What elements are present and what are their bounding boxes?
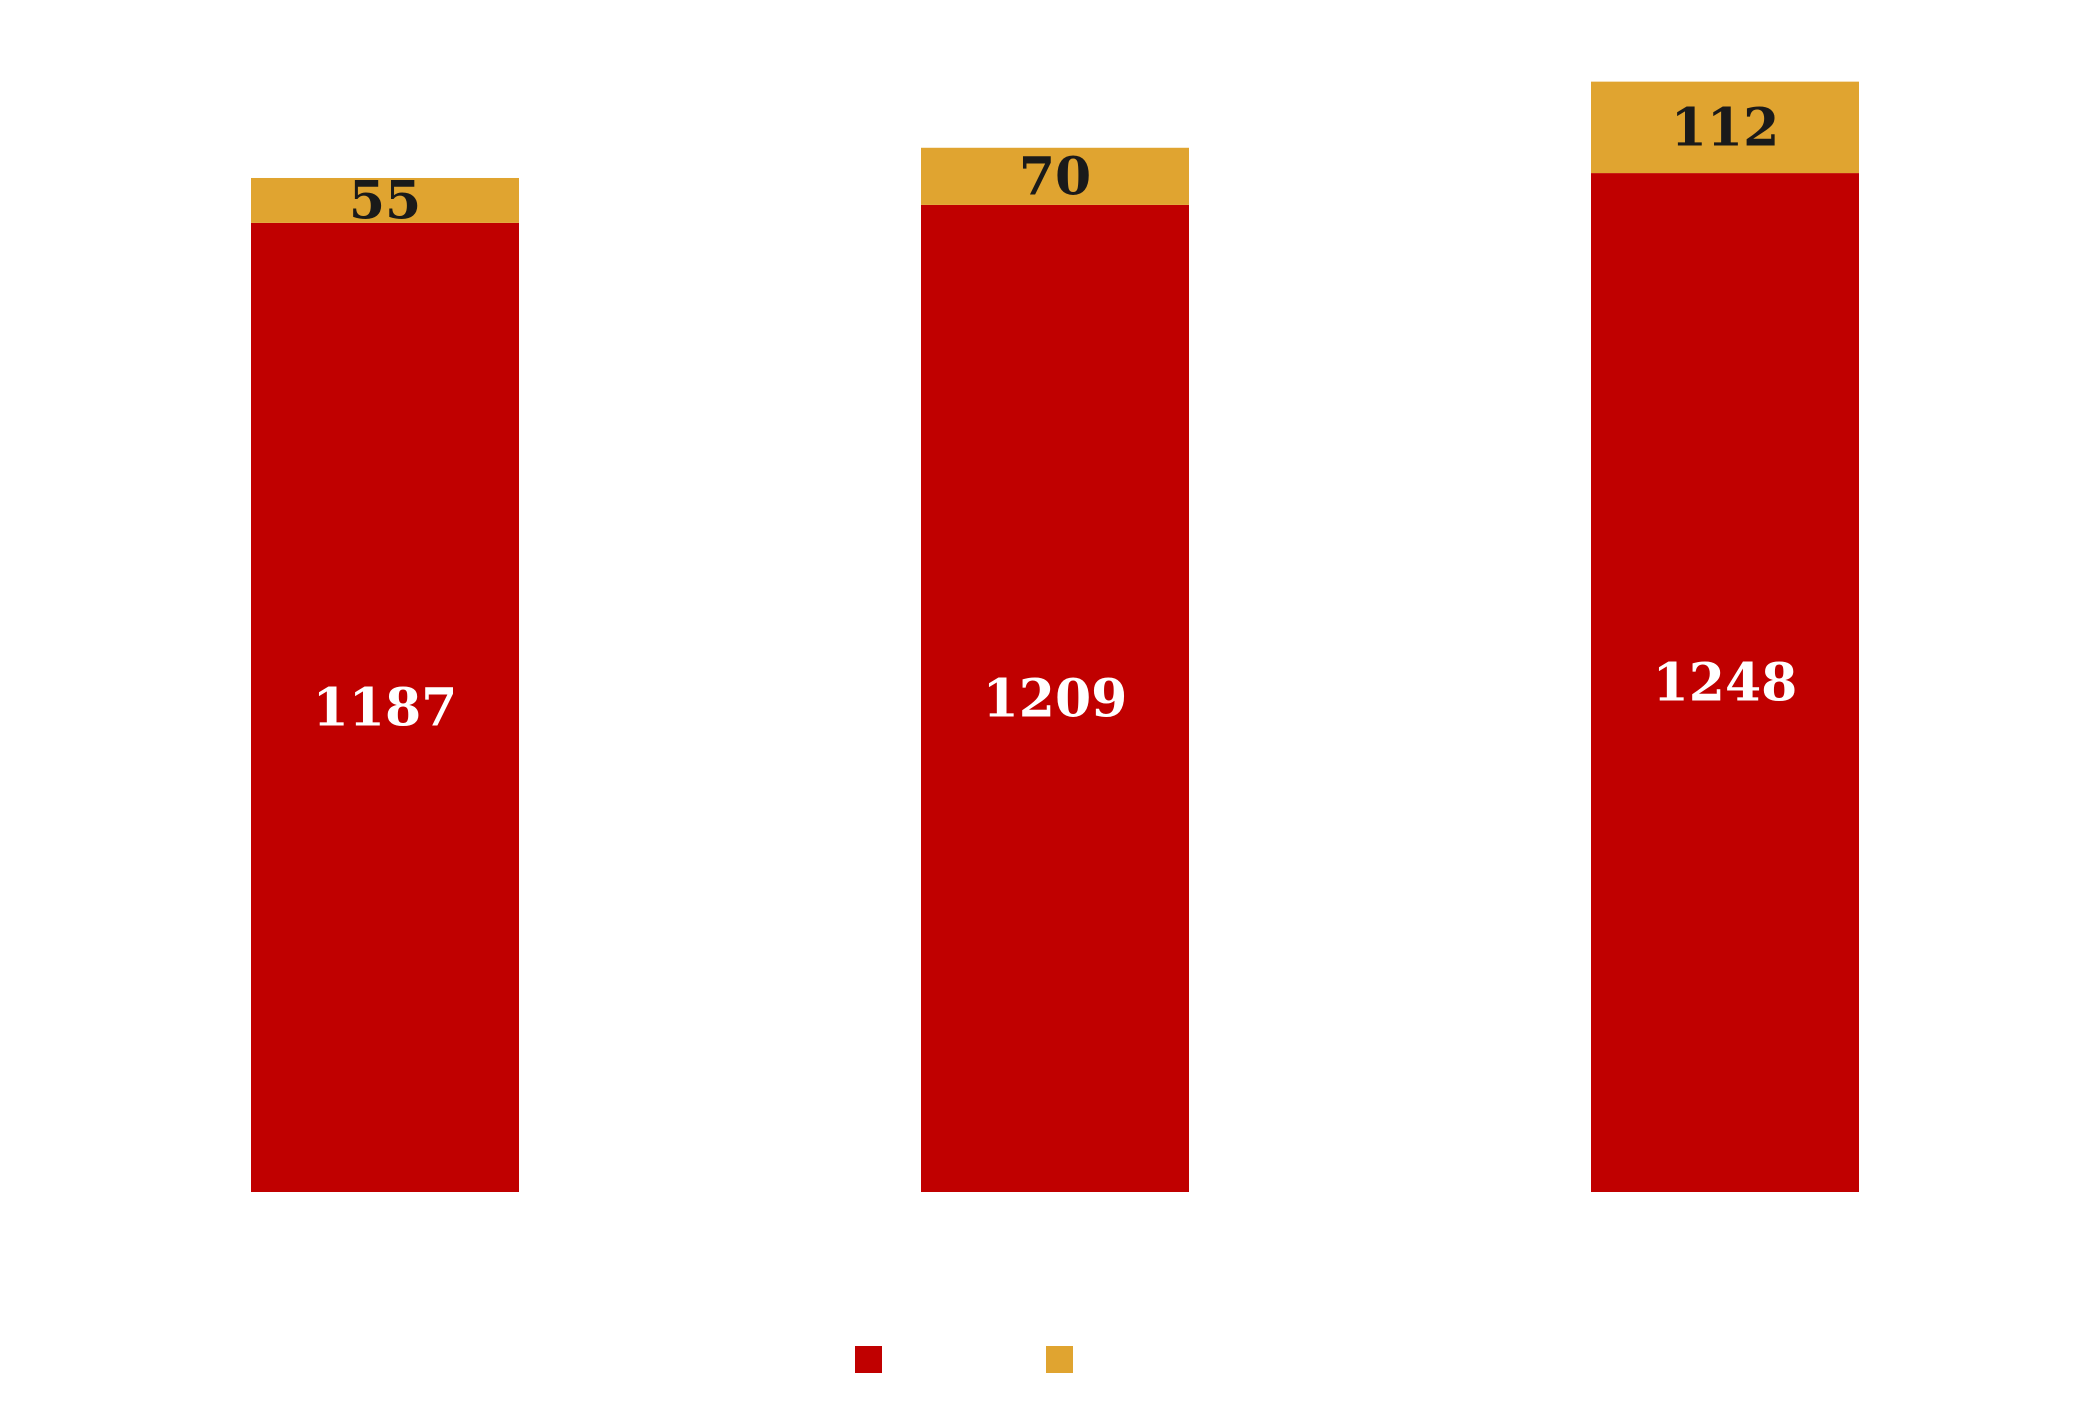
bars-layer: [251, 81, 1859, 1192]
data-label-s2-c1: 55: [349, 170, 421, 231]
bar-segment-s1-c2: [921, 204, 1189, 1192]
legend-swatch-s1: [855, 1346, 882, 1373]
data-label-s2-c3: 112: [1671, 97, 1780, 158]
data-labels-layer: 1187 55 1209 70 1248 112: [313, 97, 1798, 738]
data-label-s1-c1: 1187: [313, 677, 458, 738]
data-label-s1-c2: 1209: [983, 668, 1128, 729]
data-label-s1-c3: 1248: [1653, 653, 1798, 714]
legend-swatch-s2: [1046, 1346, 1073, 1373]
bar-segment-s2-c1: [251, 177, 519, 223]
bar-segment-s1-c3: [1591, 173, 1859, 1192]
data-label-s2-c2: 70: [1019, 146, 1091, 207]
bar-segment-s2-c3: [1591, 81, 1859, 174]
bar-segment-s2-c2: [921, 147, 1189, 205]
bar-segment-s1-c1: [251, 222, 519, 1192]
legend: [855, 1346, 1073, 1373]
